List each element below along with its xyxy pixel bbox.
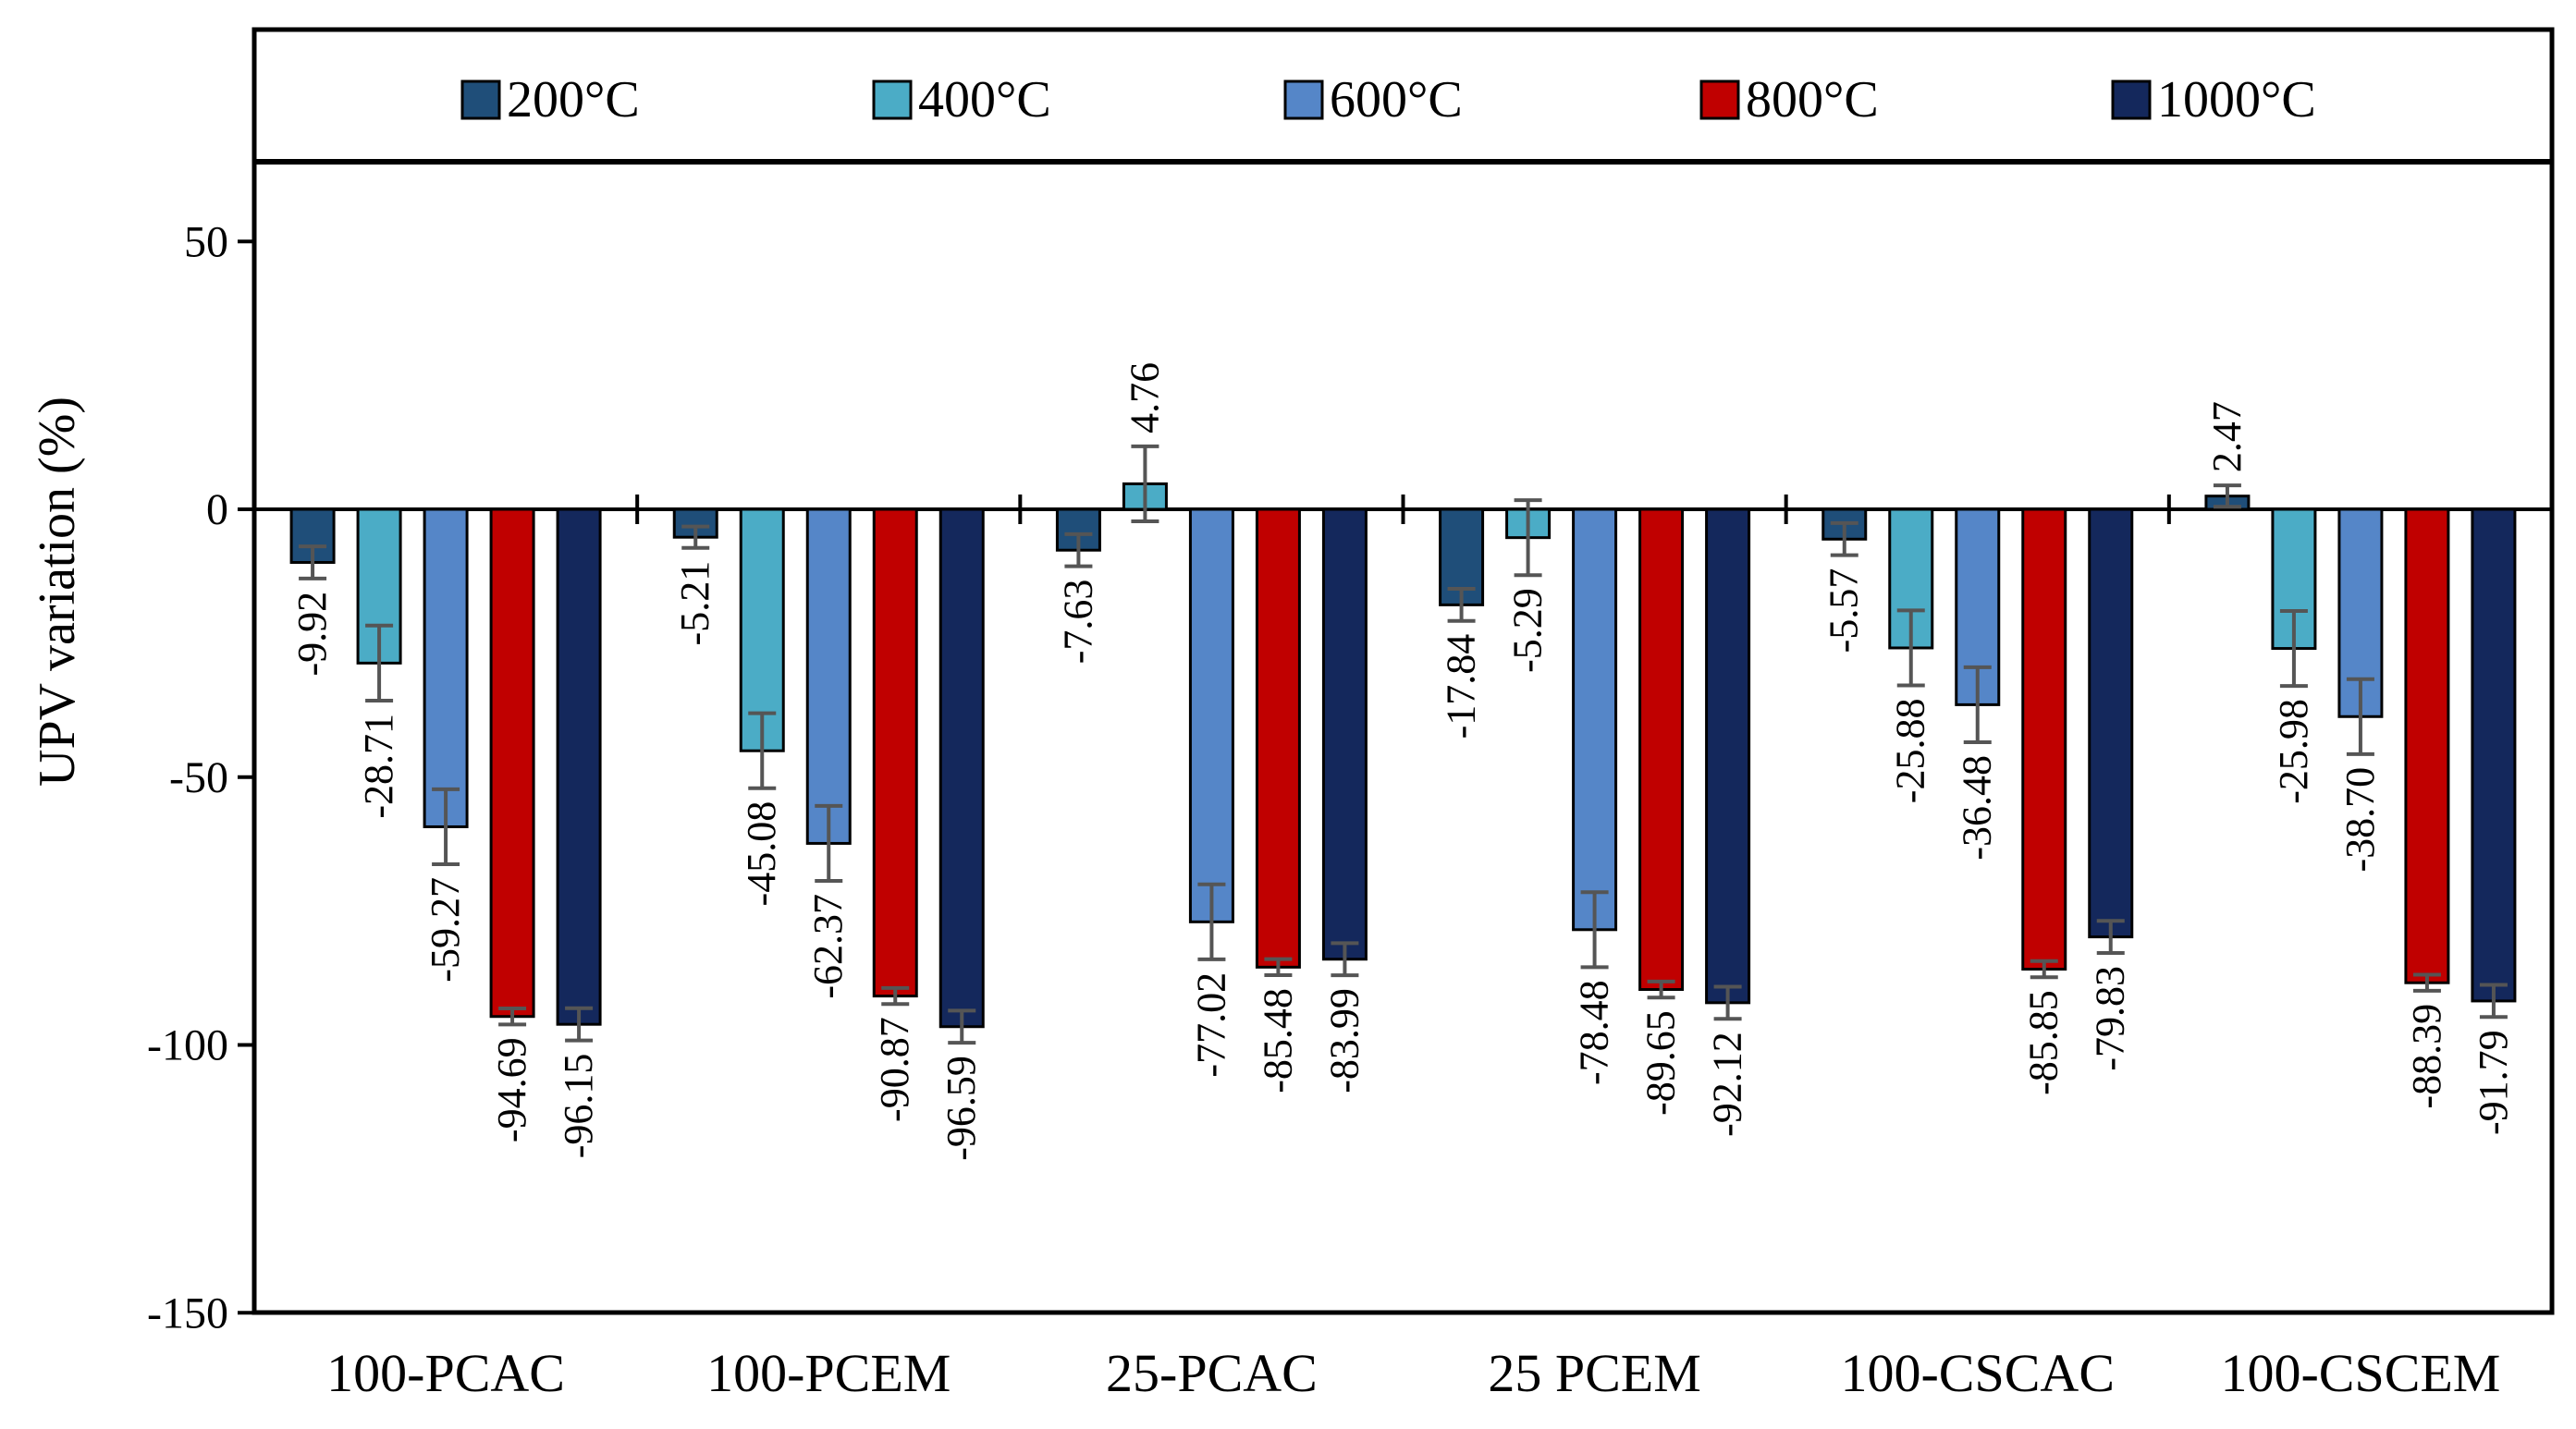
x-category-label: 100-CSCAC — [1840, 1343, 2115, 1403]
data-label: -25.88 — [1888, 699, 1933, 804]
bar — [805, 507, 852, 845]
y-tick-label: 0 — [206, 485, 228, 534]
data-label: -79.83 — [2088, 966, 2133, 1071]
data-label: -45.08 — [739, 801, 784, 907]
data-label: -28.71 — [356, 714, 401, 819]
bar — [489, 507, 535, 1019]
legend-swatch — [2111, 79, 2152, 120]
data-label: -92.12 — [1705, 1032, 1750, 1137]
legend-swatch — [872, 79, 913, 120]
x-category-label: 25-PCAC — [1106, 1343, 1318, 1403]
bar — [423, 507, 469, 828]
data-label: -78.48 — [1572, 980, 1617, 1085]
legend-swatch — [1699, 79, 1740, 120]
data-label: -94.69 — [489, 1037, 534, 1142]
data-label: -83.99 — [1321, 988, 1367, 1093]
plot-area-frame — [251, 27, 2555, 1315]
data-label: -38.70 — [2337, 767, 2383, 873]
x-category-label: 100-PCAC — [326, 1343, 565, 1403]
y-tick-label: -50 — [169, 753, 228, 802]
data-label: -59.27 — [423, 877, 468, 983]
y-tick-label: -150 — [147, 1289, 228, 1337]
data-label: -9.92 — [289, 592, 335, 677]
bar — [2404, 507, 2450, 984]
y-axis-title: UPV variation (%) — [29, 397, 86, 787]
legend-entry-label: 600°C — [1330, 71, 1463, 128]
x-category-label: 25 PCEM — [1488, 1343, 1700, 1403]
bar — [1255, 507, 1301, 969]
bar — [938, 507, 985, 1029]
legend-entry-label: 200°C — [507, 71, 640, 128]
x-category-label: 100-PCEM — [706, 1343, 951, 1403]
data-label: -90.87 — [872, 1017, 917, 1122]
data-label: -5.57 — [1822, 568, 1867, 653]
legend-entry-label: 400°C — [918, 71, 1051, 128]
bar — [1321, 507, 1368, 961]
bar — [2471, 507, 2517, 1003]
data-label: -77.02 — [1188, 972, 1233, 1078]
data-label: -85.48 — [1255, 988, 1300, 1093]
data-label: -96.59 — [938, 1056, 984, 1161]
legend-swatch — [460, 79, 501, 120]
data-label: -96.15 — [556, 1054, 601, 1159]
data-label: -62.37 — [805, 894, 851, 999]
data-label: -85.85 — [2021, 990, 2067, 1095]
data-label: 2.47 — [2204, 401, 2250, 472]
bar — [1188, 507, 1234, 923]
data-label: -88.39 — [2404, 1004, 2449, 1109]
y-tick-label: 50 — [184, 217, 228, 266]
bar — [2088, 507, 2134, 939]
bar — [872, 507, 918, 998]
bar — [1705, 507, 1751, 1005]
data-label: -91.79 — [2471, 1030, 2516, 1135]
bar — [556, 507, 602, 1026]
legend-entry-label: 1000°C — [2157, 71, 2316, 128]
legend-entry-label: 800°C — [1746, 71, 1879, 128]
data-label: -17.84 — [1439, 634, 1484, 739]
bar — [2021, 507, 2067, 971]
data-label: 4.76 — [1122, 362, 1167, 434]
bar — [1572, 507, 1618, 932]
legend-swatch — [1283, 79, 1324, 120]
data-label: -7.63 — [1055, 580, 1100, 665]
data-label: -5.29 — [1505, 588, 1551, 673]
data-label: -89.65 — [1638, 1010, 1684, 1116]
data-label: -25.98 — [2271, 699, 2316, 804]
y-tick-label: -100 — [147, 1021, 228, 1070]
data-label: -5.21 — [672, 561, 718, 646]
data-label: -36.48 — [1955, 755, 2000, 861]
x-category-label: 100-CSCEM — [2220, 1343, 2500, 1403]
bar — [1638, 507, 1685, 992]
bar — [739, 507, 785, 752]
